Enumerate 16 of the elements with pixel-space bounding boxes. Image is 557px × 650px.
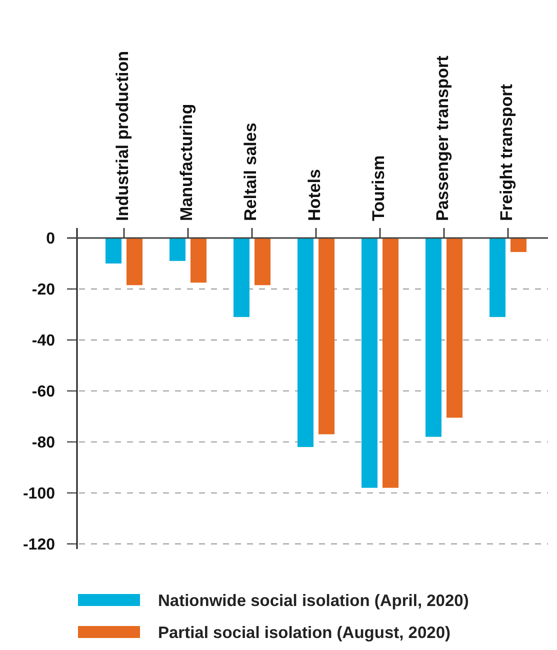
y-tick-label: -120 — [22, 536, 56, 554]
x-tick-label: Manufacturing — [176, 104, 196, 221]
y-tick-label: -20 — [32, 282, 56, 299]
y-tick-label: -100 — [22, 486, 56, 503]
x-tick-label: Passenger transport — [432, 55, 452, 221]
x-tick-label: Freight transport — [496, 84, 516, 221]
x-tick-label: Reltail sales — [240, 122, 260, 221]
y-tick-label: 0 — [46, 230, 56, 248]
legend-label: Nationwide social isolation (April, 2020) — [158, 592, 469, 610]
x-tick-label: Hotels — [304, 169, 324, 221]
y-tick-label: -40 — [32, 332, 56, 350]
x-tick-label: Industrial production — [112, 51, 132, 221]
y-tick-label: -80 — [32, 434, 56, 452]
x-tick-label: Tourism — [368, 155, 388, 221]
y-tick-label: -60 — [32, 384, 56, 401]
legend-label: Partial social isolation (August, 2020) — [158, 624, 450, 642]
